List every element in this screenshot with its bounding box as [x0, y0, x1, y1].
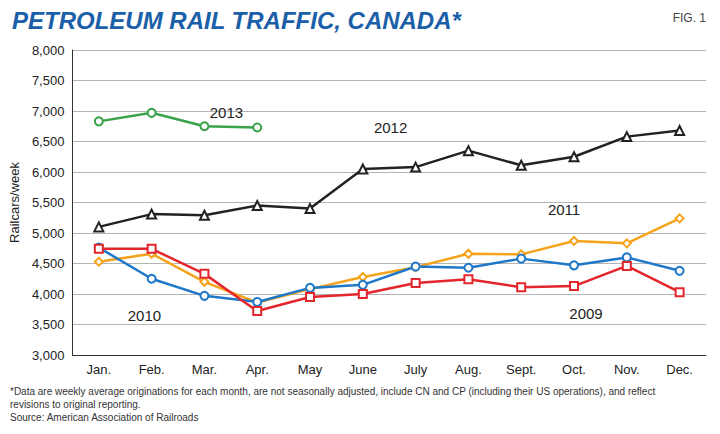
- svg-text:6,000: 6,000: [32, 165, 65, 180]
- svg-text:PETROLEUM RAIL TRAFFIC, CANADA: PETROLEUM RAIL TRAFFIC, CANADA*: [12, 7, 463, 34]
- svg-text:Dec.: Dec.: [666, 362, 693, 377]
- svg-text:Railcars/week: Railcars/week: [7, 162, 22, 243]
- svg-text:Aug.: Aug.: [455, 362, 482, 377]
- svg-text:Jan.: Jan.: [87, 362, 112, 377]
- svg-text:7,500: 7,500: [32, 73, 65, 88]
- svg-text:2012: 2012: [374, 119, 407, 136]
- svg-text:7,000: 7,000: [32, 104, 65, 119]
- svg-text:2010: 2010: [128, 307, 161, 324]
- svg-text:Source: American Association o: Source: American Association of Railroad…: [10, 412, 198, 423]
- svg-text:Nov.: Nov.: [614, 362, 640, 377]
- svg-text:8,000: 8,000: [32, 43, 65, 58]
- svg-text:Oct.: Oct.: [562, 362, 586, 377]
- svg-text:*Data are weekly average origi: *Data are weekly average originations fo…: [10, 386, 655, 397]
- svg-text:3,000: 3,000: [32, 348, 65, 363]
- svg-text:5,500: 5,500: [32, 195, 65, 210]
- svg-text:FIG. 1: FIG. 1: [673, 11, 707, 25]
- svg-text:revisions to original reportin: revisions to original reporting.: [10, 399, 141, 410]
- svg-text:May: May: [298, 362, 323, 377]
- svg-text:3,500: 3,500: [32, 317, 65, 332]
- svg-text:Sept.: Sept.: [506, 362, 536, 377]
- svg-text:July: July: [404, 362, 428, 377]
- svg-text:Feb.: Feb.: [139, 362, 165, 377]
- svg-text:2013: 2013: [210, 104, 243, 121]
- svg-text:6,500: 6,500: [32, 134, 65, 149]
- svg-text:2011: 2011: [548, 201, 580, 218]
- svg-text:Mar.: Mar.: [192, 362, 217, 377]
- svg-text:4,500: 4,500: [32, 256, 65, 271]
- svg-text:4,000: 4,000: [32, 287, 65, 302]
- svg-text:Apr.: Apr.: [246, 362, 269, 377]
- svg-text:June: June: [349, 362, 377, 377]
- svg-text:2009: 2009: [569, 305, 602, 322]
- svg-text:5,000: 5,000: [32, 226, 65, 241]
